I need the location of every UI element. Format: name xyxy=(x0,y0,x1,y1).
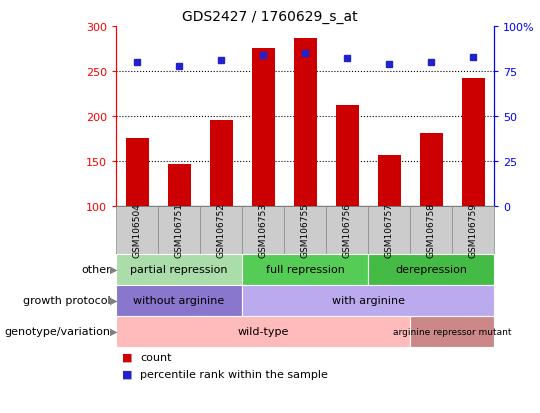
Text: ▶: ▶ xyxy=(110,295,117,306)
Text: arginine repressor mutant: arginine repressor mutant xyxy=(393,327,511,336)
Text: GSM106758: GSM106758 xyxy=(427,203,436,258)
Bar xyxy=(335,106,359,206)
Text: GSM106751: GSM106751 xyxy=(174,203,184,258)
Text: with arginine: with arginine xyxy=(332,295,404,306)
Bar xyxy=(125,139,148,206)
Text: without arginine: without arginine xyxy=(133,295,225,306)
Text: GSM106752: GSM106752 xyxy=(217,203,226,258)
Bar xyxy=(462,79,485,206)
Text: full repression: full repression xyxy=(266,264,345,275)
Text: GSM106757: GSM106757 xyxy=(384,203,394,258)
Text: ▶: ▶ xyxy=(110,326,117,337)
Text: GSM106759: GSM106759 xyxy=(469,203,477,258)
Text: ▶: ▶ xyxy=(110,264,117,275)
Text: GSM106755: GSM106755 xyxy=(301,203,309,258)
Text: derepression: derepression xyxy=(395,264,467,275)
Text: percentile rank within the sample: percentile rank within the sample xyxy=(140,369,328,379)
Bar xyxy=(420,134,443,206)
Bar xyxy=(167,164,191,206)
Text: count: count xyxy=(140,352,172,362)
Text: ■: ■ xyxy=(122,352,132,362)
Bar xyxy=(252,49,275,206)
Text: other: other xyxy=(81,264,111,275)
Text: wild-type: wild-type xyxy=(238,326,289,337)
Text: partial repression: partial repression xyxy=(130,264,228,275)
Text: GSM106756: GSM106756 xyxy=(342,203,352,258)
Text: genotype/variation: genotype/variation xyxy=(5,326,111,337)
Text: GDS2427 / 1760629_s_at: GDS2427 / 1760629_s_at xyxy=(182,10,358,24)
Text: growth protocol: growth protocol xyxy=(23,295,111,306)
Bar xyxy=(210,120,233,206)
Bar xyxy=(294,38,316,206)
Bar xyxy=(377,155,401,206)
Text: GSM106504: GSM106504 xyxy=(133,203,141,258)
Text: GSM106753: GSM106753 xyxy=(259,203,268,258)
Text: ■: ■ xyxy=(122,369,132,379)
